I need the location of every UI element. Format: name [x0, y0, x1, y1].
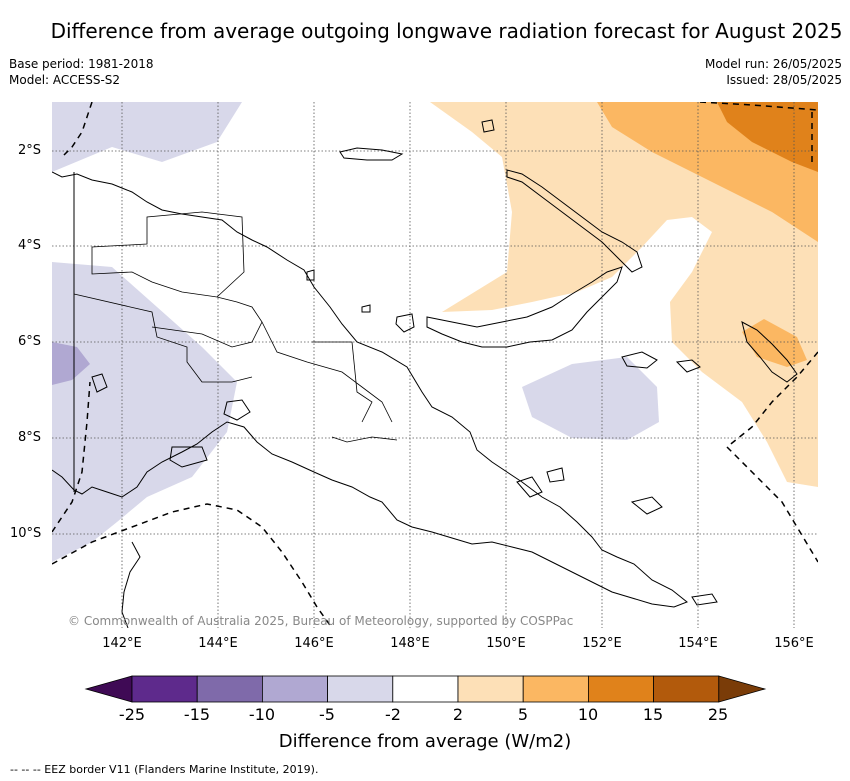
colorbar-label: Difference from average (W/m2) — [278, 731, 572, 752]
province-borders — [73, 211, 398, 443]
colorbar-swatch — [653, 675, 720, 703]
cb-tick: -25 — [118, 705, 146, 724]
lat-label-2s: 2°S — [18, 143, 42, 158]
neg-anomaly-west-strong — [52, 342, 90, 385]
lon-label-152e: 152°E — [582, 636, 622, 651]
meta-right: Model run: 26/05/2025 Issued: 28/05/2025 — [705, 56, 842, 88]
bougainville-coast — [741, 321, 798, 383]
lat-label-8s: 8°S — [18, 430, 42, 445]
colorbar-swatch — [587, 675, 654, 703]
neg-anomaly-east — [522, 357, 659, 440]
cb-tick: 5 — [517, 705, 529, 724]
colorbar-extend-high — [718, 675, 767, 703]
lon-label-142e: 142°E — [102, 636, 142, 651]
cb-tick: 10 — [577, 705, 599, 724]
colorbar-swatch — [522, 675, 589, 703]
eez-legend-note: -- -- -- EEZ border V11 (Flanders Marine… — [10, 763, 319, 776]
lat-label-6s: 6°S — [18, 334, 42, 349]
cb-tick: 25 — [707, 705, 729, 724]
lat-label-4s: 4°S — [18, 238, 42, 253]
lon-label-154e: 154°E — [678, 636, 718, 651]
new-guinea-coast — [52, 171, 688, 608]
small-islands — [91, 119, 718, 628]
cb-tick: -5 — [319, 705, 335, 724]
colorbar-swatch — [327, 675, 394, 703]
lon-label-150e: 150°E — [486, 636, 526, 651]
lon-label-148e: 148°E — [390, 636, 430, 651]
colorbar-swatch — [131, 675, 198, 703]
lon-label-156e: 156°E — [774, 636, 814, 651]
cb-tick: -2 — [385, 705, 401, 724]
map-panel — [52, 102, 818, 628]
neg-anomaly-nw — [52, 102, 242, 172]
colorbar-swatch — [392, 675, 459, 703]
issued-date: Issued: 28/05/2025 — [726, 73, 842, 87]
colorbar-swatch — [261, 675, 328, 703]
cb-tick: -15 — [183, 705, 211, 724]
colorbar-swatch — [457, 675, 524, 703]
lat-label-10s: 10°S — [10, 526, 42, 541]
cb-tick: -10 — [248, 705, 276, 724]
model-name: Model: ACCESS-S2 — [9, 73, 121, 87]
meta-left: Base period: 1981-2018 Model: ACCESS-S2 — [9, 56, 154, 88]
colorbar — [84, 675, 767, 703]
lon-label-146e: 146°E — [294, 636, 334, 651]
map-title: Difference from average outgoing longwav… — [50, 19, 843, 43]
pos-anomaly-ne — [430, 102, 818, 487]
new-ireland-coast — [506, 169, 643, 273]
neg-anomaly-west — [52, 262, 237, 562]
base-period: Base period: 1981-2018 — [9, 57, 154, 71]
colorbar-extend-low — [84, 675, 133, 703]
pos-anomaly-ne-high — [717, 102, 818, 172]
model-run: Model run: 26/05/2025 — [704, 57, 842, 71]
lon-label-144e: 144°E — [198, 636, 238, 651]
cb-tick: 15 — [642, 705, 664, 724]
eez-borders — [52, 102, 818, 628]
cb-tick: 2 — [452, 705, 464, 724]
copyright-notice: © Commonwealth of Australia 2025, Bureau… — [68, 614, 574, 628]
colorbar-swatch — [196, 675, 263, 703]
new-britain-coast — [426, 266, 623, 348]
